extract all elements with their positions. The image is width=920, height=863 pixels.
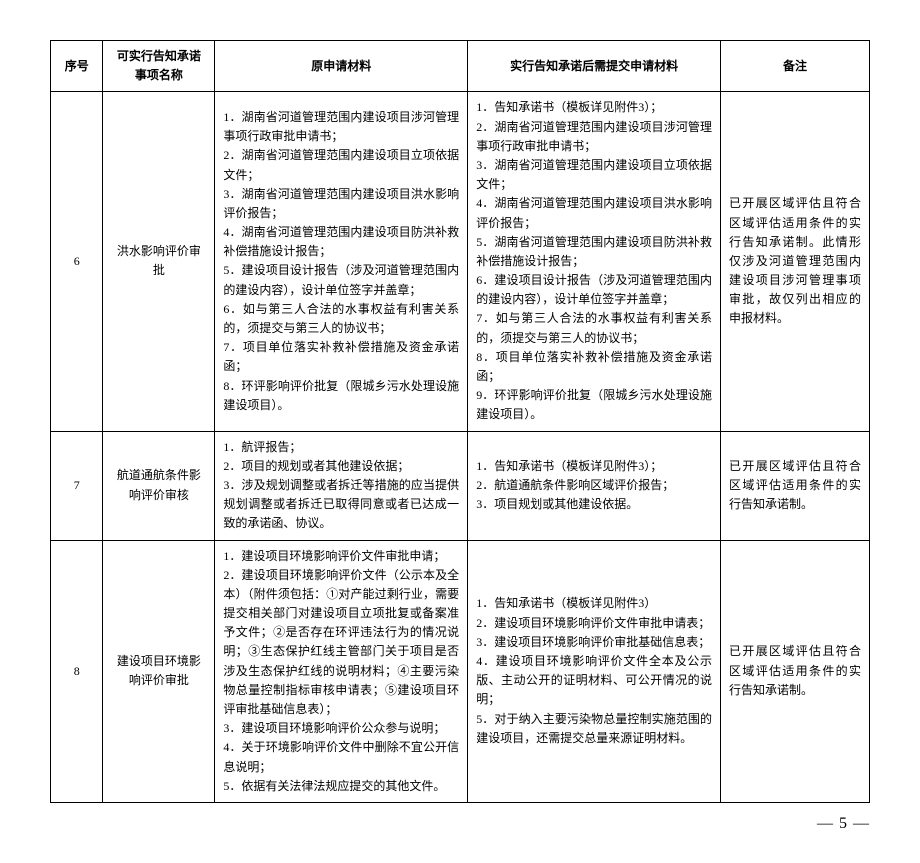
cell-new: 1．告知承诺书（模板详见附件3）2．建设项目环境影响评价文件审批申请表；3．建设…: [468, 540, 721, 802]
cell-orig: 1．湖南省河道管理范围内建设项目涉河管理事项行政审批申请书；2．湖南省河道管理范…: [215, 92, 468, 431]
th-seq: 序号: [51, 41, 103, 92]
cell-name: 洪水影响评价审批: [103, 92, 215, 431]
table-row: 8 建设项目环境影响评价审批 1．建设项目环境影响评价文件审批申请；2．建设项目…: [51, 540, 870, 802]
cell-note: 已开展区域评估且符合区域评估适用条件的实行告知承诺制。: [721, 431, 870, 540]
materials-table: 序号 可实行告知承诺事项名称 原申请材料 实行告知承诺后需提交申请材料 备注 6…: [50, 40, 870, 803]
table-row: 6 洪水影响评价审批 1．湖南省河道管理范围内建设项目涉河管理事项行政审批申请书…: [51, 92, 870, 431]
cell-name: 建设项目环境影响评价审批: [103, 540, 215, 802]
cell-orig: 1．建设项目环境影响评价文件审批申请；2．建设项目环境影响评价文件（公示本及全本…: [215, 540, 468, 802]
cell-seq: 6: [51, 92, 103, 431]
th-new: 实行告知承诺后需提交申请材料: [468, 41, 721, 92]
cell-name: 航道通航条件影响评价审核: [103, 431, 215, 540]
th-note: 备注: [721, 41, 870, 92]
cell-note: 已开展区域评估且符合区域评估适用条件的实行告知承诺制。: [721, 540, 870, 802]
table-header-row: 序号 可实行告知承诺事项名称 原申请材料 实行告知承诺后需提交申请材料 备注: [51, 41, 870, 92]
cell-orig: 1．航评报告；2．项目的规划或者其他建设依据；3．涉及规划调整或者拆迁等措施的应…: [215, 431, 468, 540]
cell-new: 1．告知承诺书（模板详见附件3）；2．湖南省河道管理范围内建设项目涉河管理事项行…: [468, 92, 721, 431]
cell-seq: 8: [51, 540, 103, 802]
th-name: 可实行告知承诺事项名称: [103, 41, 215, 92]
page-number: — 5 —: [50, 815, 870, 833]
cell-new: 1．告知承诺书（模板详见附件3）；2．航道通航条件影响区域评价报告；3．项目规划…: [468, 431, 721, 540]
cell-note: 已开展区域评估且符合区域评估适用条件的实行告知承诺制。此情形仅涉及河道管理范围内…: [721, 92, 870, 431]
th-orig: 原申请材料: [215, 41, 468, 92]
cell-seq: 7: [51, 431, 103, 540]
table-row: 7 航道通航条件影响评价审核 1．航评报告；2．项目的规划或者其他建设依据；3．…: [51, 431, 870, 540]
